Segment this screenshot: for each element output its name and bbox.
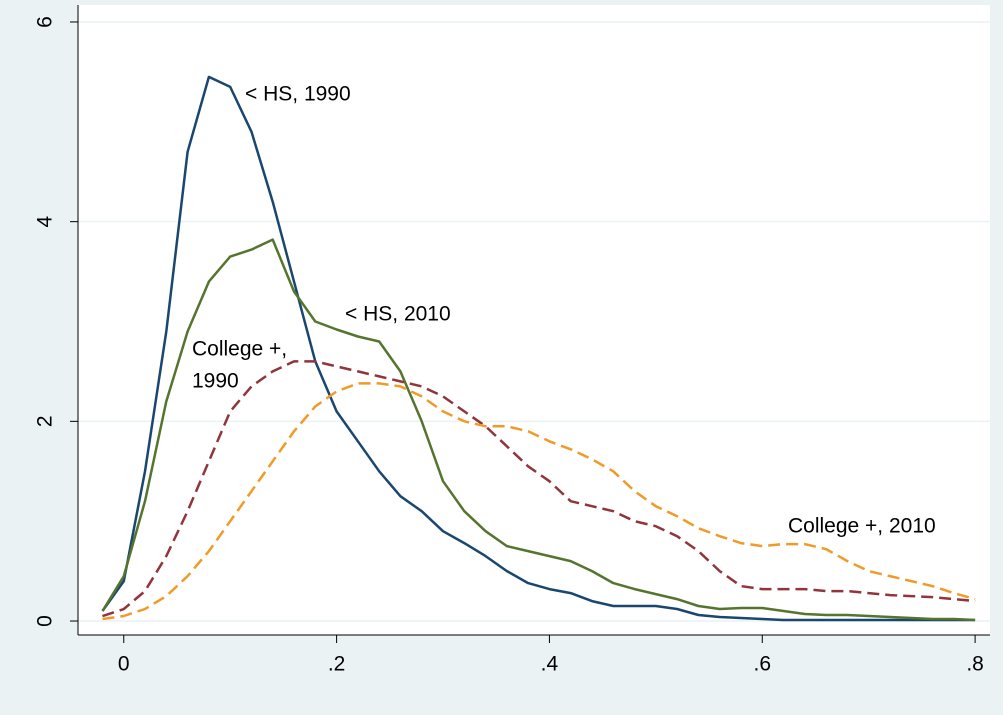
series-line (102, 382, 976, 621)
x-tick-label: .8 (966, 653, 984, 676)
y-tick-label: 4 (34, 215, 57, 227)
y-tick-label: 6 (34, 16, 57, 28)
series-line (101, 238, 976, 622)
series-label: 1990 (192, 370, 239, 393)
y-tick-label: 0 (34, 615, 57, 627)
series-label: College +, (192, 338, 287, 361)
x-tick-label: 0 (118, 653, 130, 676)
series-line (101, 75, 976, 622)
series-label: < HS, 2010 (345, 303, 451, 326)
plot-area (78, 5, 990, 635)
series-line (102, 360, 976, 618)
x-tick-label: .2 (328, 653, 346, 676)
series-label: College +, 2010 (788, 515, 936, 538)
x-tick-label: .4 (541, 653, 559, 676)
y-tick-label: 2 (34, 415, 57, 427)
series-label: < HS, 1990 (245, 83, 351, 106)
x-tick-label: .6 (754, 653, 772, 676)
